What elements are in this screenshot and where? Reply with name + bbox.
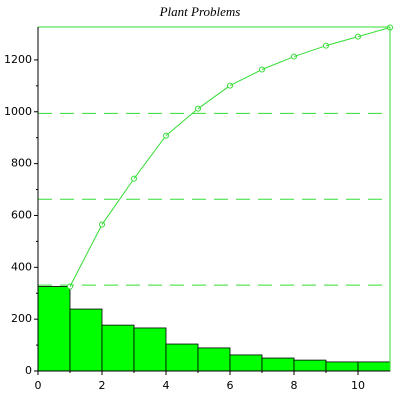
bar <box>229 354 263 372</box>
bar <box>37 286 71 372</box>
cumulative-segment <box>229 69 263 87</box>
y-tick-label: 1200 <box>4 53 32 66</box>
bar <box>133 327 167 372</box>
y-tick-label: 600 <box>11 208 32 221</box>
y-tick-label: 400 <box>11 260 32 273</box>
chart-title: Plant Problems <box>159 4 241 19</box>
cumulative-segment <box>165 108 199 137</box>
bar <box>69 308 103 372</box>
cumulative-segment <box>69 224 103 287</box>
cumulative-segment <box>197 85 231 110</box>
x-tick-label: 2 <box>99 379 106 392</box>
y-tick-label: 200 <box>11 312 32 325</box>
x-tick-label: 6 <box>227 379 234 392</box>
y-tick-label: 1000 <box>4 105 32 118</box>
x-tick-label: 0 <box>35 379 42 392</box>
bar <box>101 324 135 372</box>
cumulative-segment <box>133 135 167 179</box>
y-tick-label: 800 <box>11 157 32 170</box>
x-tick-label: 8 <box>291 379 298 392</box>
bar <box>357 361 391 372</box>
bar <box>197 347 231 372</box>
x-tick-label: 10 <box>351 379 365 392</box>
cumulative-segment <box>101 178 135 225</box>
cumulative-segment <box>325 36 359 47</box>
y-tick-label: 0 <box>25 364 32 377</box>
cumulative-segment <box>293 45 327 58</box>
bar <box>325 361 359 372</box>
bar <box>293 359 327 372</box>
x-tick-label: 4 <box>163 379 170 392</box>
bar <box>165 343 199 372</box>
bar <box>261 357 295 372</box>
cumulative-segment <box>261 56 295 70</box>
cumulative-segment <box>357 27 391 38</box>
